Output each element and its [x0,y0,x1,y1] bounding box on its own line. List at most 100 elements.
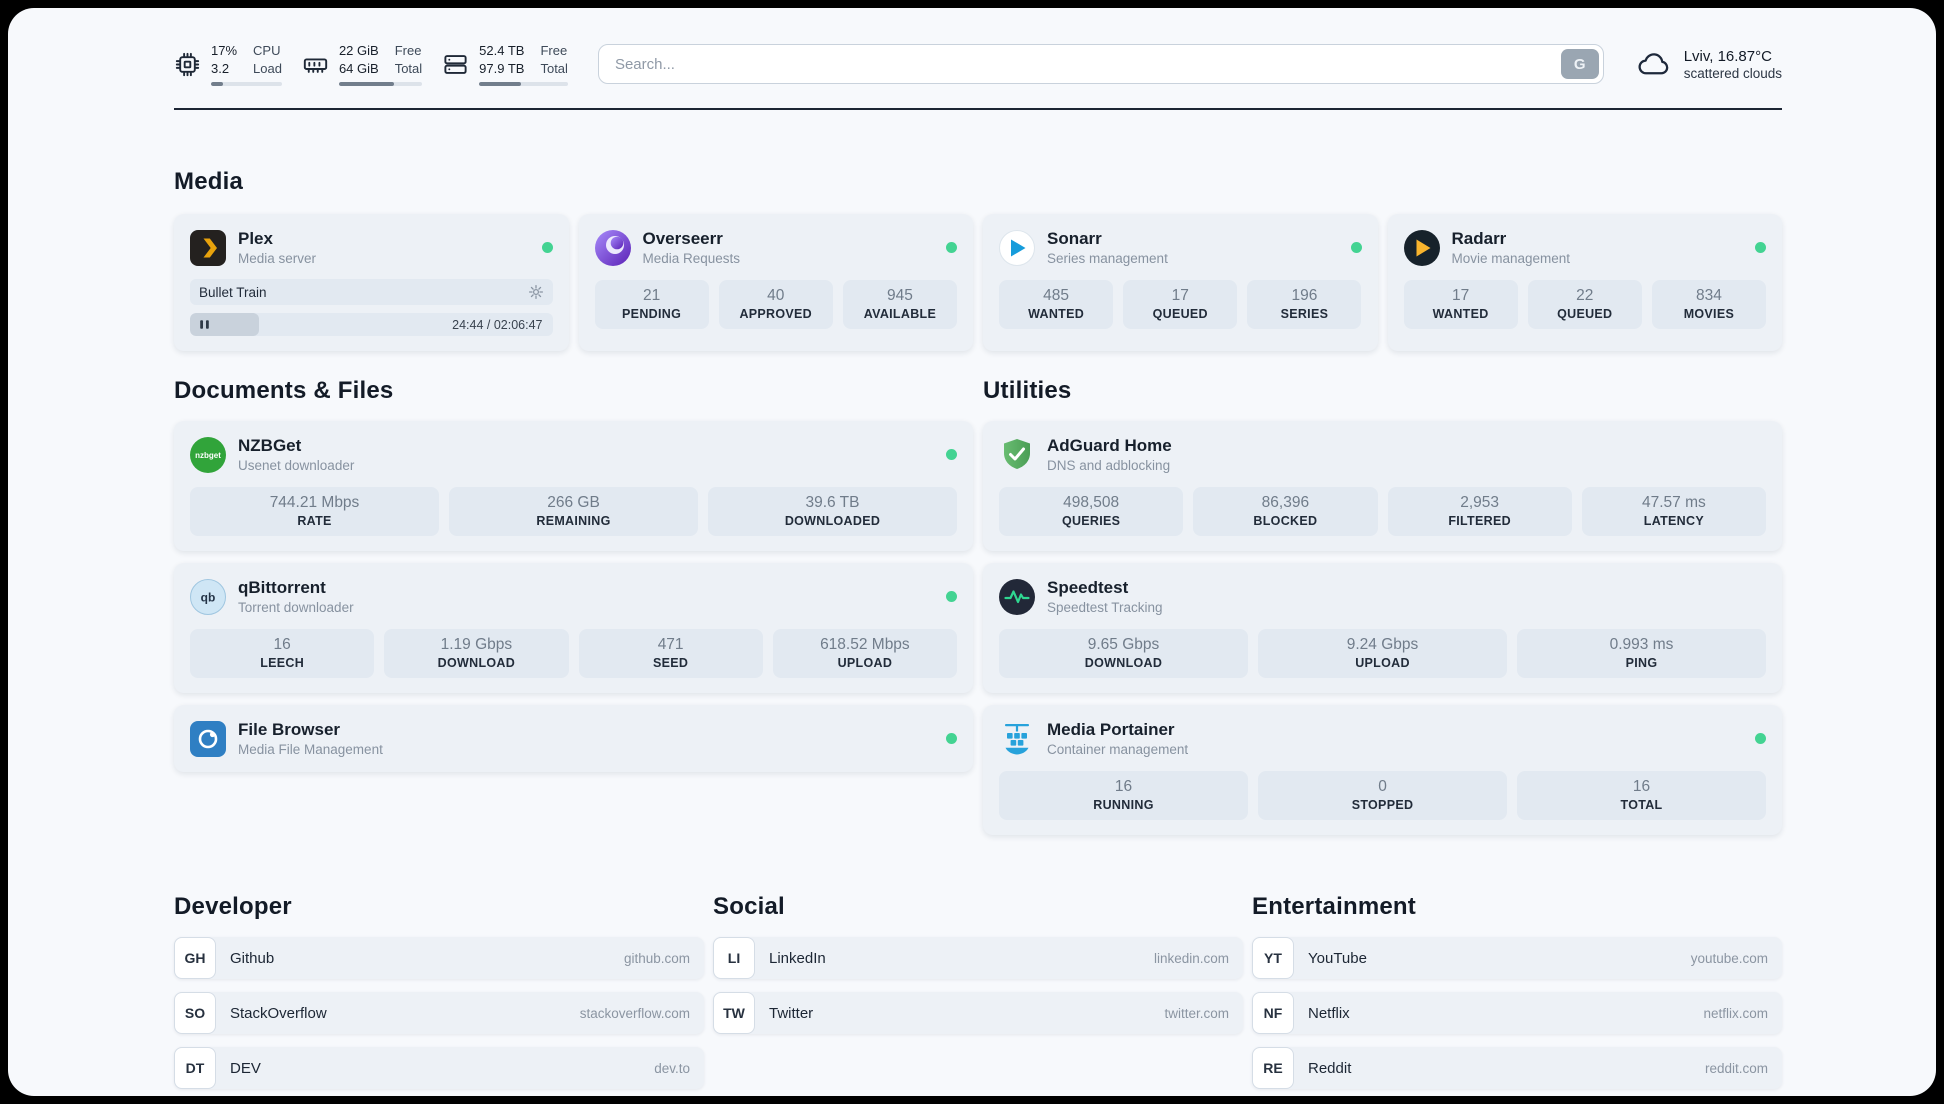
cpu-usage-value: 17% [211,43,238,58]
speedtest-icon [999,578,1035,615]
bookmark-linkedin[interactable]: LI LinkedIn linkedin.com [713,937,1243,980]
bookmark-name: Reddit [1308,1059,1352,1077]
search-engine-button[interactable]: G [1560,49,1599,80]
bookmark-stackoverflow[interactable]: SO StackOverflow stackoverflow.com [174,992,704,1035]
service-card-adguard[interactable]: AdGuard Home DNS and adblocking 498,508 Q… [983,421,1782,552]
stat-box: 86,396 BLOCKED [1193,487,1378,537]
bookmark-name: StackOverflow [230,1004,327,1022]
status-dot-online [1755,733,1766,745]
service-name: Overseerr [642,229,723,249]
service-subtitle: Speedtest Tracking [1047,600,1163,616]
cpu-stat: 17% 3.2 CPU Load [174,42,282,87]
disk-progress-bar [479,82,568,87]
plex-now-playing: Bullet Train [190,279,553,306]
search-input[interactable] [597,44,1604,85]
search-bar: G [597,44,1604,85]
service-card-radarr[interactable]: Radarr Movie management 17 WANTED 22 QUEUE… [1387,214,1782,352]
bookmark-name: YouTube [1308,949,1367,967]
section-social: Social LI LinkedIn linkedin.com TW Twitt… [713,893,1243,1096]
bookmark-twitter[interactable]: TW Twitter twitter.com [713,992,1243,1035]
service-card-qbittorrent[interactable]: qb qBittorrent Torrent downloader 16 LEEC… [174,563,973,694]
service-subtitle: Media File Management [238,742,383,758]
section-documents: Documents & Files nzbget NZBGet Usenet d… [174,377,973,847]
service-card-portainer[interactable]: Media Portainer Container management 16 R… [983,705,1782,836]
stat-box: 945 AVAILABLE [842,280,957,330]
bookmark-domain: reddit.com [1704,1060,1768,1076]
status-dot-online [946,591,957,603]
bookmark-name: LinkedIn [769,949,826,967]
bookmark-domain: dev.to [654,1060,690,1076]
bookmark-abbr: RE [1252,1047,1294,1090]
plex-progress-bar[interactable]: 24:44 / 02:06:47 [190,313,553,337]
disk-free-value: 52.4 TB [479,43,525,58]
section-title-entertainment: Entertainment [1252,893,1416,921]
qbittorrent-icon: qb [190,578,226,615]
stat-box: 16 LEECH [190,629,375,679]
service-card-plex[interactable]: Plex Media server Bullet Train [174,214,569,352]
disk-total-value: 97.9 TB [479,60,525,76]
disk-label-bottom: Total [540,60,568,76]
bookmark-github[interactable]: GH Github github.com [174,937,704,980]
service-card-filebrowser[interactable]: File Browser Media File Management [174,705,973,773]
stat-box: 1.19 Gbps DOWNLOAD [384,629,569,679]
stat-box: 744.21 Mbps RATE [190,487,439,537]
service-subtitle: Torrent downloader [238,600,354,616]
cpu-icon [174,51,201,78]
cpu-load-value: 3.2 [211,60,230,76]
adguard-icon [999,437,1035,473]
bookmark-domain: youtube.com [1690,950,1768,966]
stat-box: 618.52 Mbps UPLOAD [772,629,957,679]
stat-box: 47.57 ms LATENCY [1581,487,1766,537]
bookmark-reddit[interactable]: RE Reddit reddit.com [1252,1047,1782,1090]
stat-box: 21 PENDING [594,280,709,330]
nzbget-icon: nzbget [190,436,226,473]
service-name: Radarr [1451,229,1507,249]
bookmark-abbr: YT [1252,937,1294,980]
bookmark-netflix[interactable]: NF Netflix netflix.com [1252,992,1782,1035]
gear-icon[interactable] [528,284,544,300]
bookmark-name: Netflix [1308,1004,1350,1022]
service-card-sonarr[interactable]: Sonarr Series management 485 WANTED 17 QUE… [983,214,1378,352]
stat-box: 834 MOVIES [1651,280,1766,330]
service-subtitle: Movie management [1451,251,1571,267]
section-developer: Developer GH Github github.com SO StackO… [174,893,704,1096]
portainer-icon [999,721,1035,757]
cloud-icon [1634,47,1674,81]
service-card-overseerr[interactable]: Overseerr Media Requests 21 PENDING 40 APP… [578,214,973,352]
section-title-media: Media [174,168,244,196]
playback-time: 24:44 / 02:06:47 [452,317,543,332]
header-divider [174,108,1782,111]
bookmark-domain: stackoverflow.com [579,1005,690,1021]
bookmark-name: DEV [230,1059,261,1077]
section-title-developer: Developer [174,893,292,921]
system-stats: 17% 3.2 CPU Load [174,42,568,87]
ram-stat: 22 GiB 64 GiB Free Total [302,42,423,87]
bookmark-youtube[interactable]: YT YouTube youtube.com [1252,937,1782,980]
ram-icon [302,51,329,78]
ram-label-top: Free [394,43,422,58]
cpu-label-top: CPU [253,43,281,58]
service-card-speedtest[interactable]: Speedtest Speedtest Tracking 9.65 Gbps DO… [983,563,1782,694]
disk-icon [442,51,469,78]
bookmark-abbr: LI [713,937,755,980]
service-subtitle: Container management [1047,742,1189,758]
service-name: NZBGet [238,436,302,456]
stat-box: 22 QUEUED [1527,280,1642,330]
weather-condition: scattered clouds [1683,65,1782,81]
section-title-utilities: Utilities [983,377,1072,405]
service-name: Speedtest [1047,578,1129,598]
stat-box: 17 WANTED [1403,280,1518,330]
bookmark-dev[interactable]: DT DEV dev.to [174,1047,704,1090]
ram-total-value: 64 GiB [338,60,379,76]
bookmark-name: Twitter [769,1004,814,1022]
stat-box: 266 GB REMAINING [449,487,698,537]
bookmark-domain: twitter.com [1164,1005,1229,1021]
pause-icon[interactable] [197,317,212,332]
service-card-nzbget[interactable]: nzbget NZBGet Usenet downloader 744.21 M… [174,421,973,552]
stat-box: 16 RUNNING [999,771,1248,821]
stat-box: 9.65 Gbps DOWNLOAD [999,629,1248,679]
bookmark-domain: linkedin.com [1153,950,1229,966]
topbar: 17% 3.2 CPU Load [174,42,1782,87]
sonarr-icon [999,229,1035,266]
service-subtitle: Usenet downloader [238,458,355,474]
